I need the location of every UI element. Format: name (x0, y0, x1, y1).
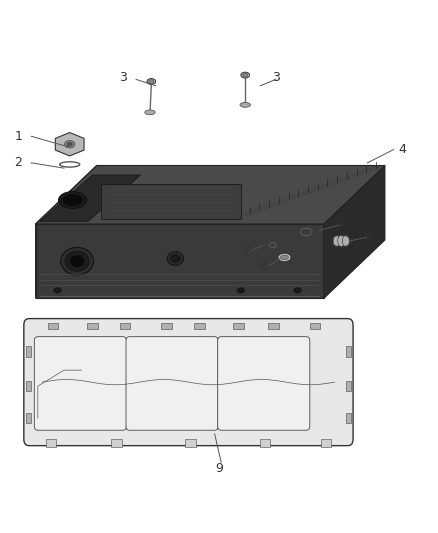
Text: 1: 1 (14, 130, 22, 143)
Ellipse shape (145, 110, 155, 115)
Ellipse shape (343, 235, 350, 247)
Ellipse shape (63, 194, 82, 206)
Text: 3: 3 (119, 71, 127, 84)
Text: 6: 6 (364, 231, 371, 244)
Ellipse shape (243, 73, 248, 77)
Bar (346, 346, 351, 357)
Polygon shape (35, 224, 324, 298)
FancyBboxPatch shape (218, 337, 310, 430)
Ellipse shape (338, 235, 345, 247)
Bar (25, 413, 31, 423)
Bar (268, 323, 279, 329)
Bar (194, 323, 205, 329)
Bar (185, 439, 196, 447)
Ellipse shape (64, 141, 75, 148)
Polygon shape (101, 184, 241, 219)
Ellipse shape (170, 255, 180, 263)
Bar (346, 413, 351, 423)
Ellipse shape (333, 235, 340, 247)
Bar (87, 323, 98, 329)
Text: 3: 3 (272, 71, 280, 84)
Ellipse shape (67, 142, 72, 146)
FancyBboxPatch shape (126, 337, 218, 430)
Bar (346, 381, 351, 391)
Bar (120, 323, 131, 329)
Bar (25, 346, 31, 357)
Text: 2: 2 (14, 156, 22, 169)
Ellipse shape (293, 288, 301, 293)
Ellipse shape (59, 191, 87, 208)
Ellipse shape (167, 252, 184, 265)
Ellipse shape (53, 288, 61, 293)
Polygon shape (55, 133, 84, 156)
Bar (321, 439, 331, 447)
Bar (46, 439, 56, 447)
FancyBboxPatch shape (24, 319, 353, 446)
Bar (161, 323, 172, 329)
Bar (260, 439, 270, 447)
Ellipse shape (237, 288, 245, 293)
Ellipse shape (65, 251, 89, 271)
Ellipse shape (240, 102, 251, 107)
Text: 5: 5 (337, 217, 345, 230)
Ellipse shape (149, 79, 154, 83)
Ellipse shape (281, 255, 288, 260)
Ellipse shape (70, 255, 84, 267)
Polygon shape (324, 165, 385, 298)
Ellipse shape (278, 253, 291, 262)
Bar (25, 381, 31, 391)
Text: 9: 9 (215, 462, 223, 475)
Polygon shape (40, 175, 141, 221)
Ellipse shape (241, 72, 250, 78)
Polygon shape (245, 166, 376, 216)
Text: 7: 7 (244, 244, 251, 257)
Bar (111, 439, 122, 447)
Text: 4: 4 (399, 143, 406, 156)
Ellipse shape (147, 78, 155, 84)
Polygon shape (35, 165, 97, 298)
Bar (233, 323, 244, 329)
Text: 8: 8 (259, 260, 267, 273)
Bar (48, 323, 58, 329)
Ellipse shape (61, 247, 93, 275)
FancyBboxPatch shape (34, 337, 127, 430)
Bar (310, 323, 320, 329)
Polygon shape (35, 165, 385, 224)
